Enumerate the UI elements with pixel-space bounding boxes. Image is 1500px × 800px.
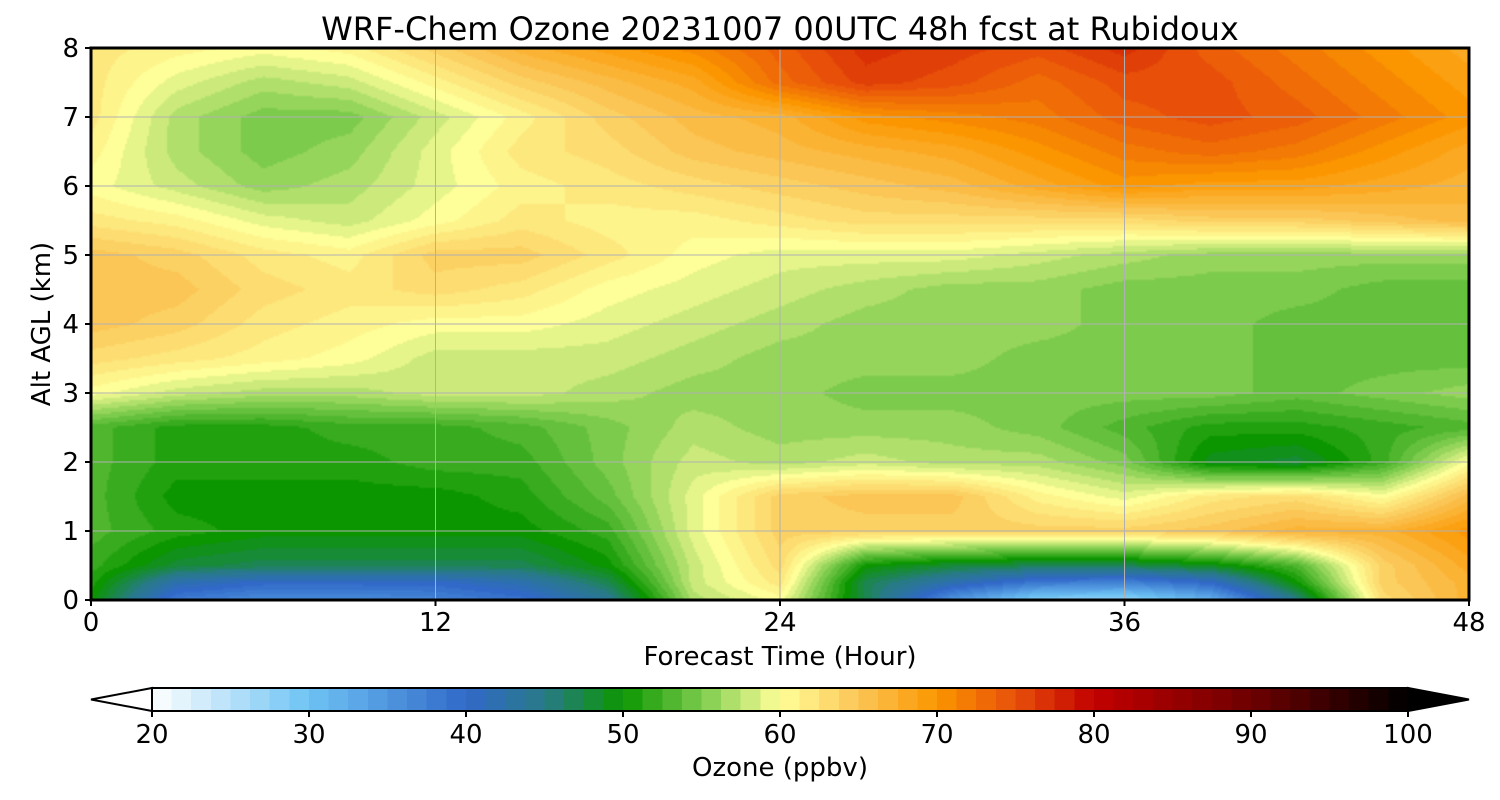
colorbar-tick-label: 70 (920, 720, 953, 750)
y-tick-label: 0 (62, 586, 79, 616)
y-tick-label: 5 (62, 241, 79, 271)
colorbar-tick-label: 80 (1077, 720, 1110, 750)
y-tick-label: 6 (62, 172, 79, 202)
x-tick-label: 0 (83, 608, 100, 638)
y-tick-label: 1 (62, 517, 79, 547)
colorbar-ticks: 20 30 40 50 60 70 80 90 100 (135, 711, 1433, 750)
colorbar-label: Ozone (ppbv) (692, 753, 868, 783)
colorbar-tick-label: 60 (763, 720, 796, 750)
y-tick-label: 7 (62, 103, 79, 133)
colorbar-max-extension (1407, 686, 1470, 713)
x-axis-ticks: 0 12 24 36 48 (83, 600, 1486, 638)
y-tick-label: 8 (62, 34, 79, 64)
colorbar-tick-label: 90 (1234, 720, 1267, 750)
y-tick-label: 3 (62, 379, 79, 409)
x-tick-label: 48 (1452, 608, 1485, 638)
colorbar-tick-label: 30 (292, 720, 325, 750)
x-axis-label: Forecast Time (Hour) (643, 642, 916, 672)
colorbar-bar (151, 687, 1409, 712)
colorbar-tick-label: 100 (1383, 720, 1433, 750)
x-tick-label: 12 (419, 608, 452, 638)
colorbar-tick-label: 20 (135, 720, 168, 750)
grid-lines (91, 48, 1469, 600)
colorbar-tick-label: 40 (449, 720, 482, 750)
chart-title: WRF-Chem Ozone 20231007 00UTC 48h fcst a… (321, 10, 1239, 48)
colorbar: 20 30 40 50 60 70 80 90 100 (90, 686, 1470, 750)
y-tick-label: 4 (62, 310, 79, 340)
y-axis-ticks: 0 1 2 3 4 5 6 7 8 (62, 34, 91, 616)
x-tick-label: 24 (763, 608, 796, 638)
x-tick-label: 36 (1108, 608, 1141, 638)
y-tick-label: 2 (62, 448, 79, 478)
colorbar-min-extension (90, 686, 153, 713)
y-axis-label: Alt AGL (km) (27, 242, 57, 406)
colorbar-tick-label: 50 (606, 720, 639, 750)
